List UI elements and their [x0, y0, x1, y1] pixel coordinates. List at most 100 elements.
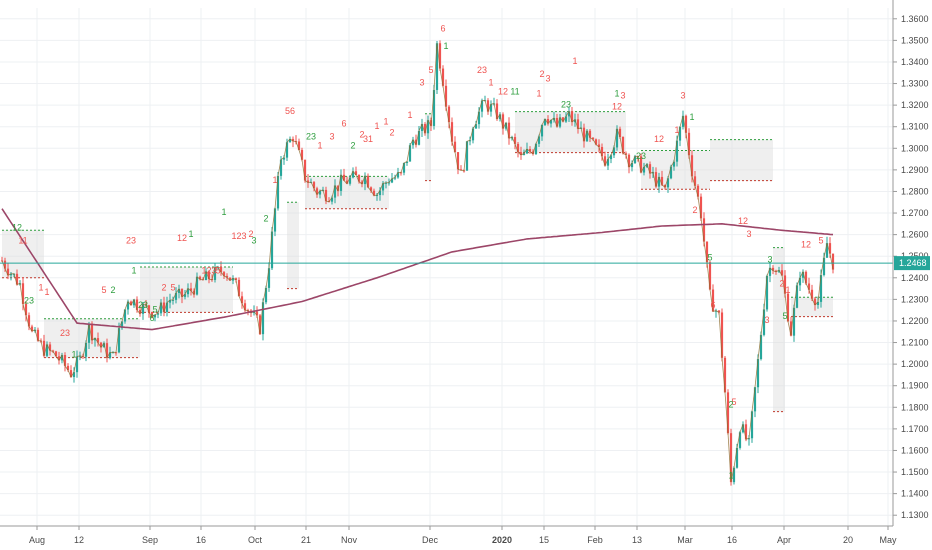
candle-body — [408, 145, 412, 162]
current-price-tag-bg — [894, 256, 930, 271]
candle-body — [204, 271, 208, 281]
candle-body — [666, 178, 670, 188]
candle-body — [330, 197, 334, 202]
candle-body — [447, 106, 451, 123]
candle-body — [6, 268, 10, 276]
candle-body — [315, 188, 319, 195]
count-annotation: 2 — [779, 278, 784, 288]
candle-body — [810, 289, 814, 299]
count-annotation: 6 — [440, 24, 445, 34]
candle-body — [132, 299, 136, 306]
time-axis[interactable]: Aug 12 Sep 16 Oct 21 Nov Dec 2020 15 Feb 13 Mar 16 Apr… — [29, 526, 897, 545]
count-annotation: 3 — [764, 315, 769, 325]
candle-body — [537, 136, 541, 144]
candle-body — [303, 159, 307, 181]
candle-body — [363, 175, 367, 185]
count-annotation: 1 — [44, 287, 49, 297]
candle-body — [378, 190, 382, 196]
candle-body — [594, 139, 598, 145]
candle-body — [306, 180, 310, 183]
candle-body — [177, 288, 181, 293]
candle-body — [732, 467, 736, 483]
count-annotation: 1 — [572, 56, 577, 66]
candle-body — [486, 100, 490, 112]
x-tick-label: Nov — [341, 535, 358, 545]
candle-body — [747, 438, 751, 440]
candle-body — [825, 243, 829, 258]
candle-body — [498, 114, 502, 120]
count-annotation: 1 — [674, 125, 679, 135]
candle-body — [36, 329, 40, 341]
candle-body — [234, 278, 238, 280]
count-annotation: 23 — [636, 151, 646, 161]
candle-body — [87, 323, 91, 343]
candle-body — [213, 267, 217, 280]
candle-body — [705, 241, 709, 263]
candle-body — [600, 147, 604, 157]
candle-body — [369, 187, 373, 191]
candle-body — [426, 120, 430, 134]
candle-body — [69, 370, 73, 378]
candle-body — [255, 311, 259, 316]
y-tick-label: 1.2400 — [901, 273, 929, 283]
candle-body — [144, 304, 148, 306]
count-annotation: 123 — [231, 231, 246, 241]
sr-zone — [773, 247, 785, 412]
candle-body — [759, 334, 763, 360]
candle-body — [120, 321, 124, 329]
candle-body — [360, 181, 364, 185]
sr-zone — [287, 202, 299, 289]
candle-body — [393, 177, 397, 179]
candle-body — [738, 432, 742, 448]
candle-body — [57, 356, 61, 361]
candle-body — [543, 118, 547, 125]
candle-body — [21, 283, 25, 304]
candle-body — [261, 302, 265, 335]
count-annotation: 23 — [561, 99, 571, 109]
candle-body — [390, 178, 394, 183]
count-annotation: 5 — [782, 311, 787, 321]
y-tick-label: 1.2600 — [901, 230, 929, 240]
candle-body — [819, 275, 823, 302]
x-tick-label: 16 — [727, 535, 737, 545]
candle-body — [690, 155, 694, 177]
candle-body — [804, 271, 808, 284]
count-annotation: 23 — [138, 300, 148, 310]
candle-body — [744, 424, 748, 440]
support-resistance-zones — [2, 111, 833, 413]
moving-average-line — [1, 208, 834, 331]
count-annotation: 3 — [329, 132, 334, 142]
candle-body — [384, 182, 388, 184]
candle-body — [669, 166, 673, 179]
candle-body — [252, 311, 256, 313]
candle-body — [558, 117, 562, 127]
candle-body — [480, 100, 484, 112]
candle-body — [519, 152, 523, 156]
y-tick-label: 1.2700 — [901, 208, 929, 218]
candle-body — [171, 299, 175, 301]
candle-body — [159, 302, 163, 314]
candle-body — [489, 104, 493, 112]
price-axis[interactable]: 1.3600 1.3500 1.3400 1.3300 1.3200 1.3100 1.30… — [0, 0, 929, 527]
candle-body — [735, 447, 739, 468]
candle-body — [807, 283, 811, 290]
candle-body — [540, 124, 544, 137]
count-annotation: 3 — [419, 78, 424, 88]
candle-body — [603, 156, 607, 166]
candle-body — [441, 68, 445, 86]
sr-zone — [791, 297, 833, 317]
candle-body — [198, 276, 202, 280]
count-annotation: 5 — [215, 265, 220, 275]
count-annotation: 1 — [221, 207, 226, 217]
candle-body — [831, 253, 835, 270]
candle-body — [576, 119, 580, 129]
candle-body — [24, 303, 28, 316]
current-price-tag: 1.2468 — [894, 256, 930, 271]
candle-body — [708, 262, 712, 290]
candle-body — [123, 309, 127, 322]
candle-body — [582, 127, 586, 142]
count-annotation: 3 — [767, 255, 772, 265]
candle-body — [150, 312, 154, 318]
candle-body — [768, 267, 772, 276]
